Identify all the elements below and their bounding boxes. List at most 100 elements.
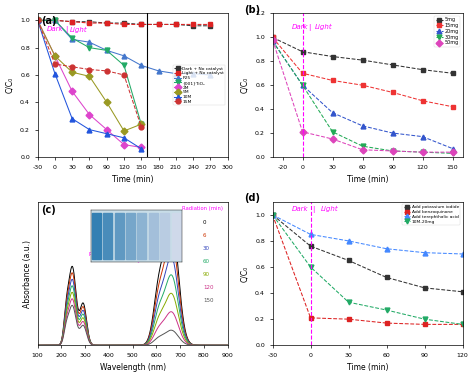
- Add benzoquinone: [270, 212, 275, 217]
- 15mg: [360, 83, 365, 87]
- 50mg: [270, 37, 275, 42]
- Light + No catalyst: [69, 19, 75, 24]
- 15mg: [330, 78, 336, 83]
- 30mg: [390, 149, 395, 153]
- P25: [104, 48, 109, 53]
- 20mg: [450, 146, 456, 151]
- 15M: [35, 18, 40, 23]
- {001}TiO₂: [87, 45, 92, 50]
- Line: 5M: 5M: [35, 18, 144, 133]
- P25: [69, 37, 75, 42]
- Line: Light + No catalyst: Light + No catalyst: [35, 18, 213, 27]
- P25: [52, 18, 58, 23]
- Line: 10M: 10M: [35, 18, 144, 151]
- 5mg: [419, 67, 425, 72]
- Text: (a): (a): [41, 16, 57, 26]
- Dark + No catalyst: [190, 23, 196, 28]
- Light + No catalyst: [155, 22, 161, 27]
- Dark + No catalyst: [104, 21, 109, 25]
- 2M: [35, 18, 40, 23]
- 5mg: [300, 50, 305, 54]
- Text: Dark: Dark: [292, 206, 308, 212]
- Light + No catalyst: [208, 22, 213, 27]
- {001}TiO₂: [35, 18, 40, 23]
- Dark + No catalyst: [173, 22, 179, 27]
- 15M: [138, 125, 144, 129]
- 30mg: [450, 151, 456, 156]
- 5mg: [450, 71, 456, 76]
- 2M: [121, 143, 127, 147]
- Add benzoquinone: [460, 322, 465, 327]
- 15M: [121, 73, 127, 77]
- X-axis label: Time (min): Time (min): [347, 363, 388, 372]
- 15mg: [419, 99, 425, 103]
- Add terephthalic acid: [270, 212, 275, 217]
- Line: Add potassium iodide: Add potassium iodide: [270, 212, 465, 294]
- Text: Light: Light: [314, 23, 332, 29]
- 15M: [69, 65, 75, 69]
- Line: 2M: 2M: [35, 18, 144, 150]
- 50mg: [419, 150, 425, 155]
- P25: [173, 71, 179, 76]
- {001}TiO₂: [121, 63, 127, 68]
- P25: [208, 73, 213, 77]
- X-axis label: Wavelength (nm): Wavelength (nm): [100, 363, 166, 372]
- Text: (b): (b): [244, 5, 260, 15]
- Light + No catalyst: [121, 22, 127, 27]
- Legend: 5mg, 15mg, 20mg, 30mg, 50mg: 5mg, 15mg, 20mg, 30mg, 50mg: [434, 16, 460, 47]
- Line: 15M: 15M: [35, 18, 144, 129]
- Text: Radiation (min): Radiation (min): [89, 252, 132, 257]
- Text: 150: 150: [203, 298, 213, 303]
- P25: [155, 68, 161, 73]
- Dark + No catalyst: [138, 22, 144, 27]
- 5M: [35, 18, 40, 23]
- 20mg: [300, 83, 305, 87]
- 50mg: [450, 150, 456, 155]
- Text: 60: 60: [203, 259, 210, 264]
- 30mg: [360, 144, 365, 149]
- Add terephthalic acid: [384, 246, 390, 251]
- Line: 10M-20mg: 10M-20mg: [270, 212, 465, 327]
- Text: 90: 90: [203, 272, 210, 277]
- 5M: [87, 74, 92, 79]
- Add terephthalic acid: [346, 239, 351, 243]
- Y-axis label: C/C₀: C/C₀: [240, 77, 249, 93]
- Text: |: |: [312, 206, 315, 213]
- Add benzoquinone: [346, 317, 351, 321]
- 50mg: [330, 137, 336, 141]
- 2M: [104, 127, 109, 132]
- P25: [87, 40, 92, 45]
- 20mg: [330, 110, 336, 115]
- Line: P25: P25: [35, 18, 213, 77]
- {001}TiO₂: [52, 18, 58, 23]
- 10M-20mg: [422, 317, 428, 321]
- P25: [35, 18, 40, 23]
- Text: Radiation (min): Radiation (min): [182, 206, 223, 211]
- Line: 15mg: 15mg: [270, 35, 455, 109]
- Text: 30: 30: [203, 246, 210, 251]
- Light + No catalyst: [173, 22, 179, 27]
- 15M: [87, 67, 92, 72]
- Add potassium iodide: [270, 212, 275, 217]
- Legend: Dark + No catalyst, Light + No catalyst, P25, {001}TiO₂, 2M, 5M, 10M, 15M: Dark + No catalyst, Light + No catalyst,…: [173, 65, 226, 105]
- Text: (c): (c): [41, 204, 56, 215]
- 10M: [121, 136, 127, 140]
- Line: Dark + No catalyst: Dark + No catalyst: [35, 18, 213, 28]
- Add terephthalic acid: [422, 250, 428, 255]
- Line: 5mg: 5mg: [270, 35, 455, 76]
- Line: 50mg: 50mg: [270, 37, 455, 155]
- Text: Light: Light: [321, 206, 338, 212]
- 10M: [69, 116, 75, 121]
- Light + No catalyst: [190, 22, 196, 27]
- Legend: Add potassium iodide, Add benzoquinone, Add terephthalic acid, 10M-20mg: Add potassium iodide, Add benzoquinone, …: [402, 204, 460, 225]
- P25: [138, 63, 144, 68]
- 30mg: [330, 130, 336, 134]
- Dark + No catalyst: [155, 22, 161, 27]
- Text: |: |: [65, 26, 68, 33]
- Y-axis label: Absorbance (a.u.): Absorbance (a.u.): [23, 240, 32, 308]
- Dark + No catalyst: [121, 21, 127, 25]
- 20mg: [419, 134, 425, 139]
- 10M-20mg: [460, 322, 465, 327]
- Add potassium iodide: [346, 258, 351, 263]
- Add potassium iodide: [422, 286, 428, 290]
